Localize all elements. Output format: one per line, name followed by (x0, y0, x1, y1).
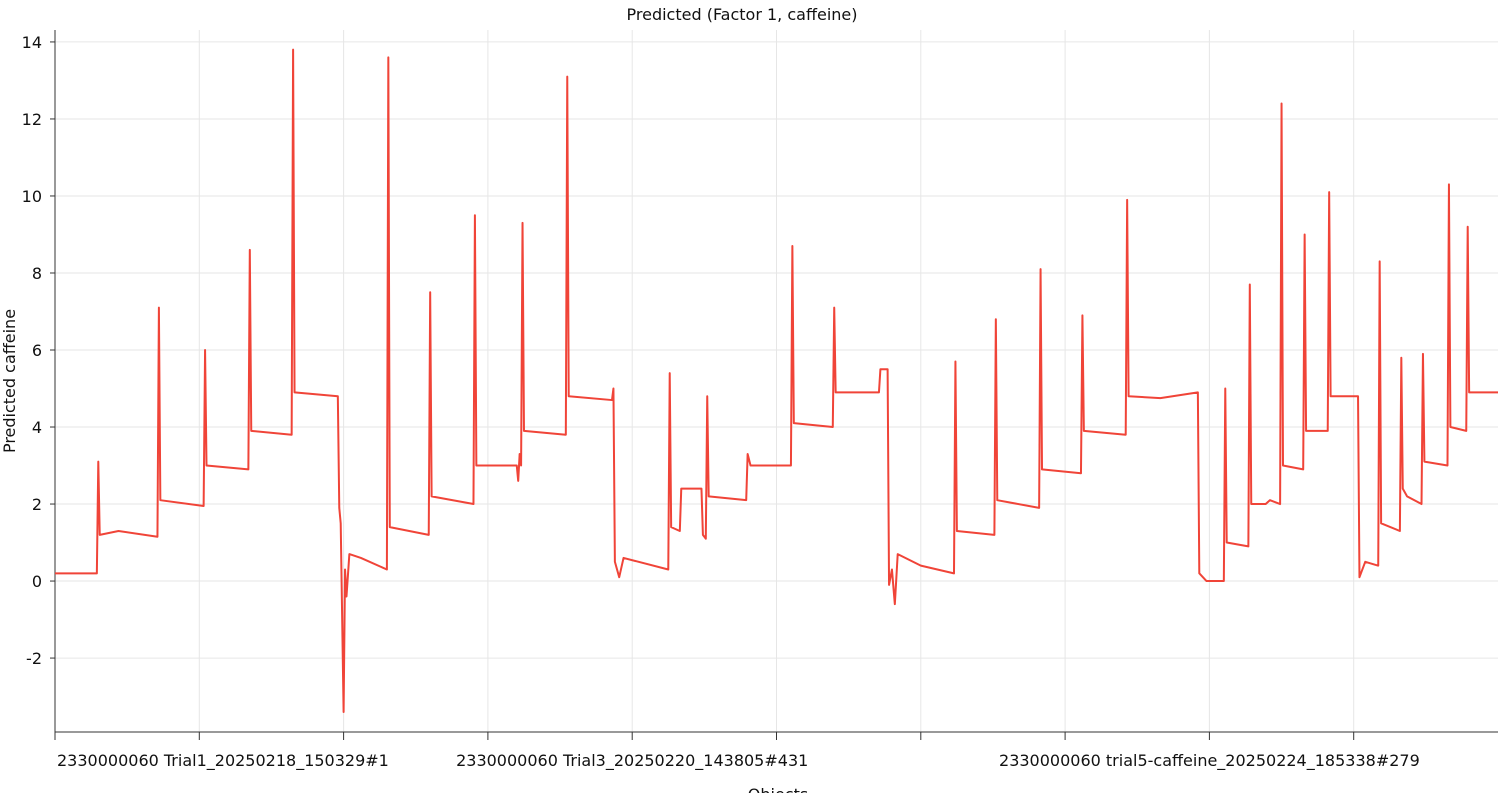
y-tick-label: 0 (32, 572, 42, 591)
y-tick-label: -2 (26, 649, 42, 668)
y-axis-title: Predicted caffeine (0, 309, 19, 453)
x-axis-title: Objects (748, 785, 808, 793)
y-tick-label: 12 (22, 110, 42, 129)
x-tick-label: 2330000060 trial5-caffeine_20250224_1853… (999, 751, 1420, 771)
y-tick-label: 4 (32, 418, 42, 437)
x-tick-label: 2330000060 Trial3_20250220_143805#431 (456, 751, 808, 771)
y-tick-label: 10 (22, 187, 42, 206)
data-line (55, 48, 1498, 713)
x-tick-label: 2330000060 Trial1_20250218_150329#1 (57, 751, 389, 771)
y-tick-label: 14 (22, 33, 42, 52)
y-tick-label: 2 (32, 495, 42, 514)
y-tick-label: 8 (32, 264, 42, 283)
chart-title: Predicted (Factor 1, caffeine) (627, 5, 858, 24)
y-tick-label: 6 (32, 341, 42, 360)
